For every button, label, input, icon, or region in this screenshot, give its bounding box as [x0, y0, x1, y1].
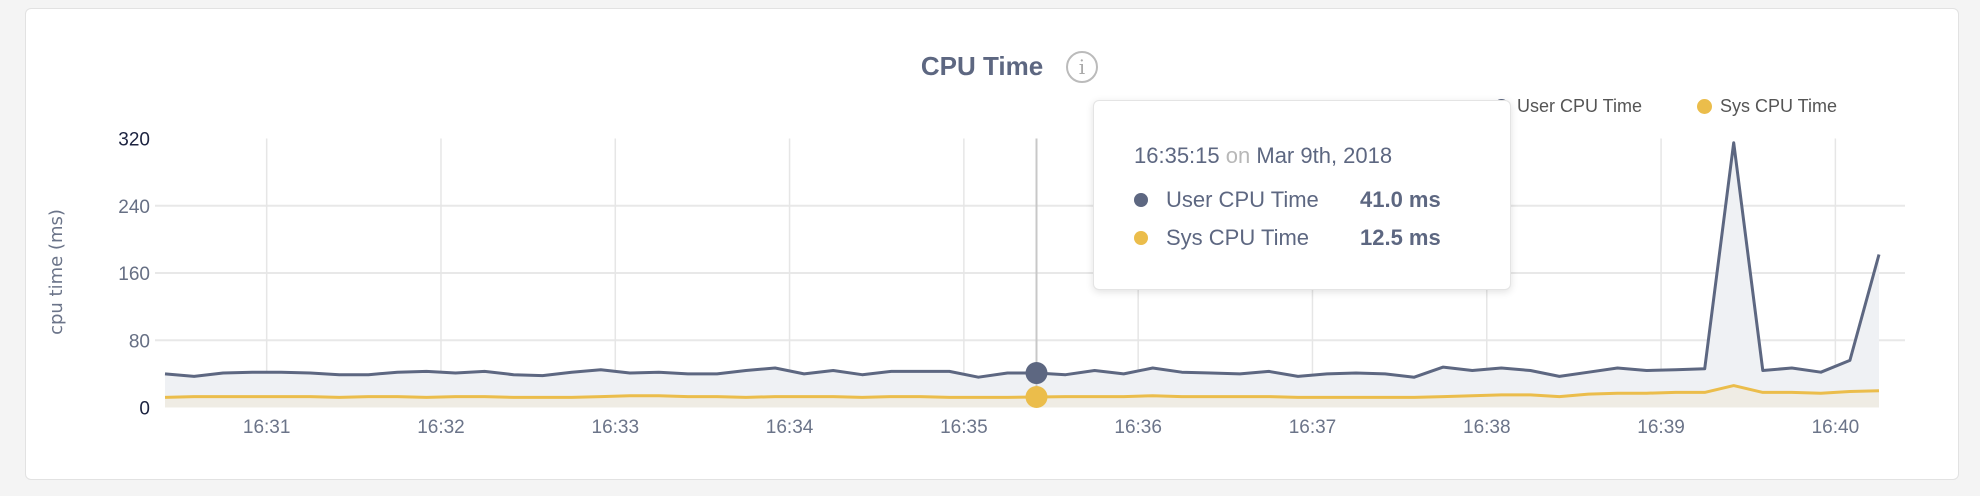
tooltip-time: 16:35:15 — [1134, 143, 1220, 168]
tooltip: 16:35:15 on Mar 9th, 2018 User CPU Time … — [1093, 100, 1511, 290]
tooltip-on: on — [1225, 143, 1251, 168]
tooltip-dot-user — [1134, 193, 1148, 207]
x-tick-label: 16:37 — [1289, 417, 1337, 438]
legend-label: Sys CPU Time — [1720, 96, 1838, 116]
legend-item-sys[interactable]: Sys CPU Time — [1697, 96, 1837, 117]
x-tick-label: 16:35 — [940, 417, 988, 438]
tooltip-timestamp: 16:35:15 on Mar 9th, 2018 — [1134, 143, 1392, 169]
y-tick-label: 320 — [118, 130, 150, 151]
x-tick-label: 16:34 — [766, 417, 814, 438]
hover-marker-user — [1025, 362, 1048, 385]
x-tick-label: 16:36 — [1114, 417, 1162, 438]
y-tick-label: 80 — [129, 331, 150, 352]
x-tick-label: 16:33 — [592, 417, 640, 438]
x-tick-label: 16:40 — [1812, 417, 1860, 438]
tooltip-label: Sys CPU Time — [1166, 225, 1310, 250]
x-tick-label: 16:38 — [1463, 417, 1511, 438]
info-circle-icon[interactable]: i — [1066, 51, 1098, 83]
legend-dot-sys — [1697, 99, 1712, 114]
y-tick-label: 0 — [139, 399, 150, 420]
y-tick-label: 160 — [118, 264, 150, 285]
x-tick-label: 16:32 — [417, 417, 465, 438]
x-tick-label: 16:39 — [1637, 417, 1685, 438]
series-area-user — [165, 142, 1879, 408]
y-axis-title: cpu time (ms) — [46, 209, 67, 335]
x-tick-label: 16:31 — [243, 417, 291, 438]
tooltip-date: Mar 9th, 2018 — [1256, 143, 1393, 168]
tooltip-label: User CPU Time — [1166, 187, 1319, 212]
hover-marker-sys — [1025, 385, 1048, 408]
series-line-user — [164, 141, 1881, 379]
chart-title: CPU Time — [920, 51, 1044, 81]
tooltip-dot-sys — [1134, 231, 1148, 245]
series-area-sys — [165, 385, 1879, 408]
tooltip-value: 41.0 ms — [1360, 187, 1441, 212]
series-line-sys — [164, 384, 1880, 399]
tooltip-row-sys: Sys CPU Time 12.5 ms — [1134, 225, 1441, 251]
legend-label: User CPU Time — [1517, 96, 1643, 116]
tooltip-value: 12.5 ms — [1360, 225, 1441, 250]
y-tick-label: 240 — [118, 197, 150, 218]
tooltip-row-user: User CPU Time 41.0 ms — [1134, 187, 1441, 213]
